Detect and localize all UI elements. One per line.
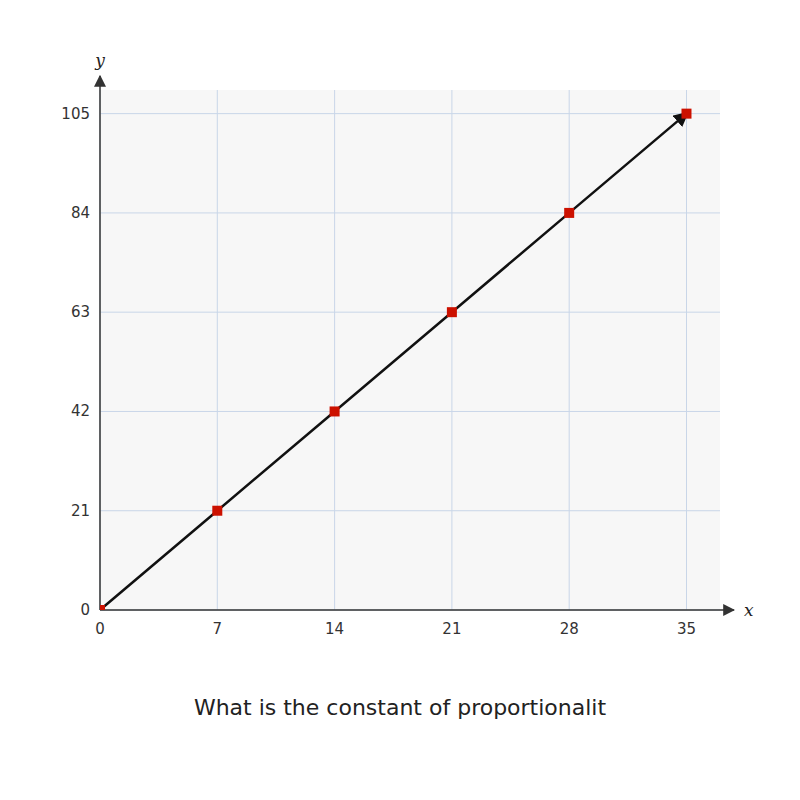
- grid-line-y: [100, 113, 720, 114]
- y-tick-label: 42: [71, 402, 90, 420]
- data-point: [447, 307, 457, 317]
- chart-svg: 0 7 14 21 28 35 0 21 42 63 84 105 x y What is the cons…: [0, 0, 800, 800]
- grid-line-y: [100, 510, 720, 511]
- proportional-line: [100, 114, 686, 610]
- y-tick-label: 84: [71, 204, 90, 222]
- x-axis-label: x: [744, 600, 754, 620]
- grid-line-x: [451, 90, 452, 610]
- data-point: [681, 109, 691, 119]
- grid-line-x: [686, 90, 687, 610]
- grid-line-x: [569, 90, 570, 610]
- x-tick-label: 28: [560, 620, 579, 638]
- grid-line-x: [334, 90, 335, 610]
- data-point: [100, 605, 105, 610]
- grid-line-y: [100, 312, 720, 313]
- y-tick-label: 21: [71, 502, 90, 520]
- data-point: [564, 208, 574, 218]
- data-point: [212, 506, 222, 516]
- data-group: [100, 109, 691, 610]
- x-tick-label: 14: [325, 620, 344, 638]
- caption: What is the constant of proportionalit: [194, 695, 607, 720]
- x-tick-label: 0: [95, 620, 105, 638]
- tick-labels: 0 7 14 21 28 35 0 21 42 63 84 105: [61, 105, 696, 638]
- plot-background: [100, 90, 720, 610]
- grid-line-y: [100, 212, 720, 213]
- x-tick-label: 21: [442, 620, 461, 638]
- grid-line-y: [100, 411, 720, 412]
- x-tick-label: 7: [213, 620, 223, 638]
- x-tick-label: 35: [677, 620, 696, 638]
- data-point: [330, 406, 340, 416]
- y-tick-label: 105: [61, 105, 90, 123]
- grid: [100, 90, 720, 610]
- x-axis-line: [100, 609, 734, 611]
- y-axis-line: [99, 76, 101, 610]
- chart-container: 0 7 14 21 28 35 0 21 42 63 84 105 x y What is the cons…: [0, 0, 800, 800]
- y-tick-label: 0: [80, 601, 90, 619]
- y-tick-label: 63: [71, 303, 90, 321]
- y-axis-label: y: [94, 50, 105, 70]
- grid-line-x: [217, 90, 218, 610]
